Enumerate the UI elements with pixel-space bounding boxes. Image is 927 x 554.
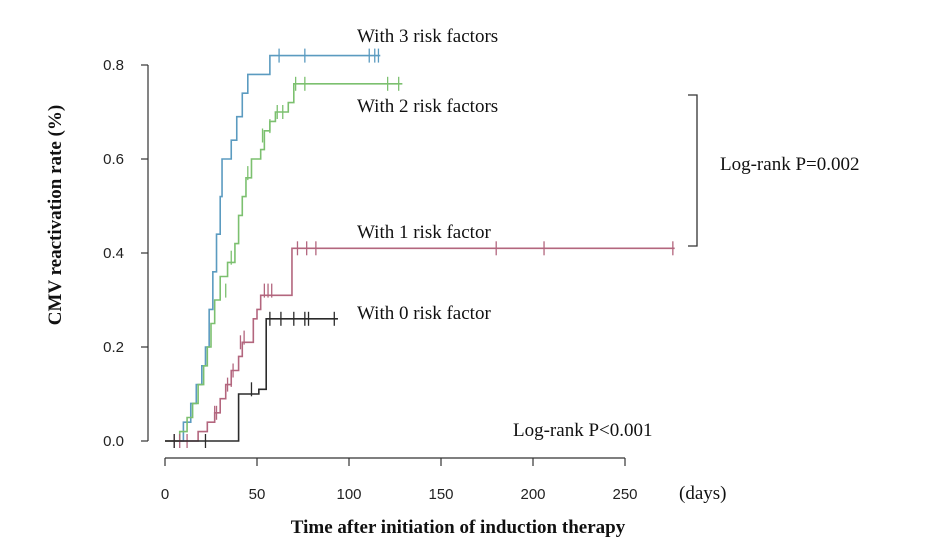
y-axis-title: CMV reactivation rate (%) xyxy=(45,105,66,325)
series-line xyxy=(165,318,338,442)
x-axis-title: Time after initiation of induction thera… xyxy=(291,517,626,538)
series-2 xyxy=(165,241,675,448)
y-tick-label: 0.0 xyxy=(103,433,124,450)
x-axis-unit: (days) xyxy=(679,483,726,504)
series-label-1-risk: With 1 risk factor xyxy=(357,222,491,243)
logrank-lower-annotation: Log-rank P<0.001 xyxy=(513,420,652,441)
series-1 xyxy=(165,76,403,442)
series-label-2-risk: With 2 risk factors xyxy=(357,96,498,117)
logrank-upper-annotation: Log-rank P=0.002 xyxy=(720,154,859,175)
series-0 xyxy=(165,48,381,442)
x-tick-label: 100 xyxy=(336,486,361,503)
series-line xyxy=(165,54,381,442)
series-label-3-risk: With 3 risk factors xyxy=(357,26,498,47)
logrank-bracket xyxy=(688,94,698,247)
y-tick-label: 0.6 xyxy=(103,151,124,168)
y-tick-label: 0.4 xyxy=(103,245,124,262)
series-line xyxy=(165,247,675,442)
x-tick-label: 250 xyxy=(612,486,637,503)
bracket-line xyxy=(688,94,698,247)
series-3 xyxy=(165,311,338,448)
labels: With 3 risk factors With 2 risk factors … xyxy=(45,26,859,538)
axes: 0.0 0.2 0.4 0.6 0.8 0 50 100 150 200 250 xyxy=(103,57,637,503)
x-tick-label: 200 xyxy=(520,486,545,503)
x-tick-label: 150 xyxy=(428,486,453,503)
x-tick-label: 50 xyxy=(249,486,266,503)
y-tick-label: 0.8 xyxy=(103,57,124,74)
x-tick-label: 0 xyxy=(161,486,169,503)
series-layer xyxy=(165,48,675,448)
series-label-0-risk: With 0 risk factor xyxy=(357,303,491,324)
series-line xyxy=(165,83,403,442)
y-tick-label: 0.2 xyxy=(103,339,124,356)
